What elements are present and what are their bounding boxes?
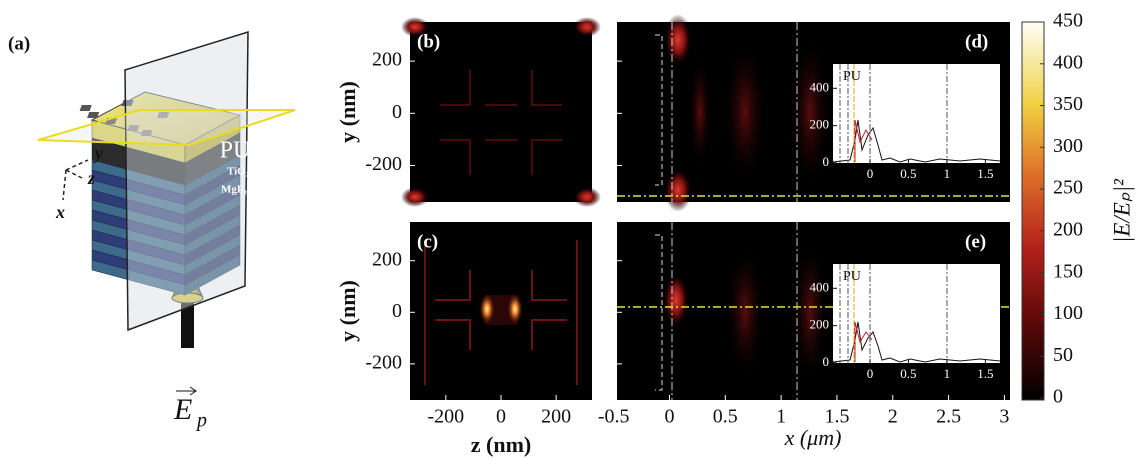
vertical-plane xyxy=(124,30,249,332)
z-tick-label: 0 xyxy=(496,406,506,428)
pad xyxy=(140,130,153,136)
axis-name: y xyxy=(93,143,104,163)
colorbar-tick-label: 350 xyxy=(1053,93,1083,115)
panel-label: (b) xyxy=(417,31,440,52)
colorbar-tick-label: 300 xyxy=(1053,135,1083,157)
inset-x-tick-label: 0.5 xyxy=(900,366,916,381)
inset-x-tick-label: 0 xyxy=(867,366,874,381)
field-subscript: p xyxy=(195,410,207,432)
colorbar-tick-label: 400 xyxy=(1053,51,1083,73)
inset-x-tick-label: 1.5 xyxy=(977,366,993,381)
colorbar-tick-label: 150 xyxy=(1053,260,1083,282)
x-axis-label: x (μm) xyxy=(784,425,842,450)
x-tick-label: 2.5 xyxy=(936,406,961,428)
z-axis-label: z (nm) xyxy=(471,432,531,457)
inset-y-tick-label: 400 xyxy=(810,79,830,94)
layer-label: MgF₂ xyxy=(221,184,248,196)
z-tick-label: 200 xyxy=(541,406,571,428)
x-tick-label: 3 xyxy=(999,406,1009,428)
map-b xyxy=(401,17,601,207)
colorbar-tick-label: 250 xyxy=(1053,177,1083,199)
pad xyxy=(87,112,100,118)
inset-x-tick-label: 1.5 xyxy=(977,166,993,181)
layer-label: TiO₂ xyxy=(227,166,250,178)
inset-label: PU xyxy=(843,69,861,84)
y-axis-label: y (nm) xyxy=(335,280,360,342)
inset-y-tick-label: 0 xyxy=(823,354,830,369)
inset-x-tick-label: 1 xyxy=(944,166,951,181)
panel-label: (d) xyxy=(965,31,988,52)
z-tick-label: -200 xyxy=(428,406,465,428)
stem xyxy=(181,300,194,348)
map-c xyxy=(410,222,592,400)
field-symbol: E xyxy=(173,393,192,426)
inset-e xyxy=(832,264,1001,363)
colorbar-label: |E/Eₚ|² xyxy=(1109,178,1134,243)
x-tick-label: 0.5 xyxy=(713,406,738,428)
inset-y-tick-label: 200 xyxy=(810,117,830,132)
inset-x-tick-label: 0 xyxy=(867,166,874,181)
panel-label: (a) xyxy=(8,33,30,54)
axes-arrows xyxy=(62,159,89,201)
y-tick-label: 0 xyxy=(392,101,402,123)
inset-y-tick-label: 0 xyxy=(823,154,830,169)
inset-label: PU xyxy=(843,269,861,284)
y-tick-label: 200 xyxy=(372,248,402,270)
colorbar-tick-label: 450 xyxy=(1053,10,1083,32)
x-tick-label: 0 xyxy=(664,406,674,428)
y-tick-label: 200 xyxy=(372,49,402,71)
pad xyxy=(79,105,92,111)
pad xyxy=(157,112,170,118)
colorbar xyxy=(1021,21,1045,401)
colorbar-tick-label: 100 xyxy=(1053,302,1083,324)
y-tick-label: -200 xyxy=(365,351,402,373)
inset-x-tick-label: 1 xyxy=(944,366,951,381)
panel-label: (c) xyxy=(417,231,438,252)
x-tick-label: 1.5 xyxy=(824,406,849,428)
pad xyxy=(121,100,134,106)
y-axis-label: y (nm) xyxy=(335,81,360,143)
y-tick-label: -200 xyxy=(365,153,402,175)
colorbar-tick-label: 200 xyxy=(1053,218,1083,240)
layer-label: PU xyxy=(220,138,251,164)
x-tick-label: 2 xyxy=(888,406,898,428)
inset-y-tick-label: 200 xyxy=(810,317,830,332)
x-tick-label: 1 xyxy=(776,406,786,428)
pad xyxy=(127,125,140,131)
inset-y-tick-label: 400 xyxy=(810,279,830,294)
schematic xyxy=(37,30,296,348)
horizontal-plane xyxy=(37,109,296,147)
inset-d xyxy=(832,64,1001,163)
colorbar-tick-label: 50 xyxy=(1053,344,1073,366)
layer-side xyxy=(184,254,241,296)
x-tick-label: -0.5 xyxy=(598,406,630,428)
axis-name: z xyxy=(87,168,95,188)
colorbar-tick-label: 0 xyxy=(1053,386,1063,408)
panel-label: (e) xyxy=(965,231,986,252)
y-tick-label: 0 xyxy=(392,300,402,322)
axis-name: x xyxy=(55,202,65,222)
vector-arrow xyxy=(176,386,197,396)
inset-x-tick-label: 0.5 xyxy=(900,166,916,181)
